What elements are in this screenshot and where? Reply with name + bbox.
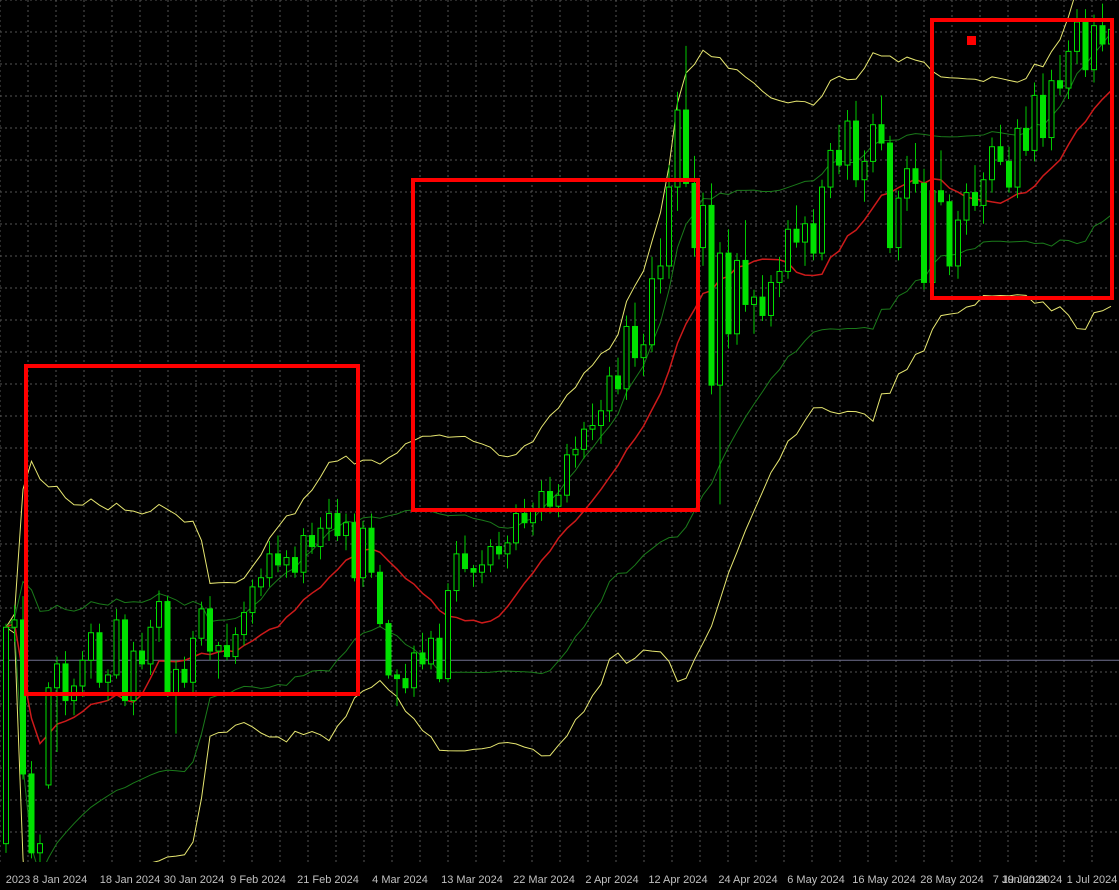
- x-axis-date-label: 2023: [6, 874, 30, 886]
- x-axis-date-label: 16 May 2024: [852, 874, 916, 886]
- x-axis-date-label: 22 Mar 2024: [513, 874, 575, 886]
- chart-svg: [0, 0, 1119, 890]
- x-axis-date-label: 28 May 2024: [920, 874, 984, 886]
- x-axis-date-label: 30 Jan 2024: [164, 874, 225, 886]
- x-axis-date-label: 1 Jul 2024: [1067, 874, 1118, 886]
- x-axis-date-label: 19 Jun 2024: [1002, 874, 1063, 886]
- x-axis-date-label: 21 Feb 2024: [297, 874, 359, 886]
- x-axis-date-label: 4 Mar 2024: [372, 874, 428, 886]
- x-axis-date-label: 9 Feb 2024: [230, 874, 286, 886]
- x-axis-date-label: 12 Apr 2024: [648, 874, 707, 886]
- x-axis-date-label: 18 Jan 2024: [100, 874, 161, 886]
- x-axis-date-label: 13 Mar 2024: [441, 874, 503, 886]
- x-axis-date-label: 8 Jan 2024: [33, 874, 87, 886]
- x-axis-date-label: 2 Apr 2024: [585, 874, 638, 886]
- candlestick-chart[interactable]: 20238 Jan 2024 18 Jan 202430 Jan 2024 9 Fe…: [0, 0, 1119, 890]
- x-axis-date-label: 24 Apr 2024: [718, 874, 777, 886]
- x-axis-date-label: 6 May 2024: [787, 874, 844, 886]
